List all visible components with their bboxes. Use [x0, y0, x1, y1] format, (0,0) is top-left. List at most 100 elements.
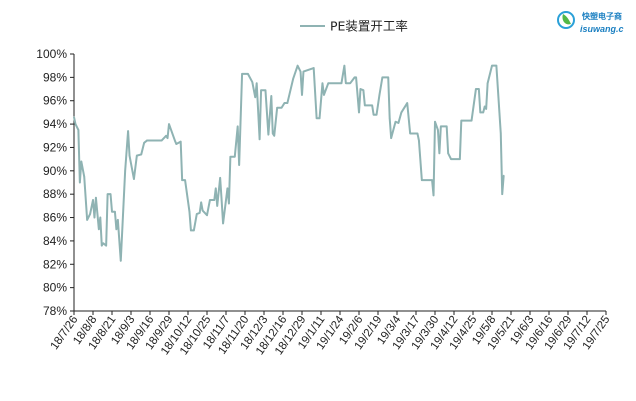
data-point: [353, 76, 356, 79]
data-point: [233, 156, 236, 158]
data-point: [74, 123, 77, 125]
legend-label: PE装置开工率: [330, 19, 408, 34]
data-point: [188, 210, 191, 213]
y-tick-label: 78%: [43, 304, 67, 318]
data-point: [276, 106, 278, 109]
data-point: [394, 120, 397, 123]
data-point: [421, 179, 423, 181]
data-point: [270, 95, 273, 97]
data-point: [273, 134, 276, 137]
data-point: [296, 64, 299, 67]
data-point: [105, 244, 107, 247]
data-point: [486, 82, 489, 84]
data-point: [321, 82, 324, 84]
data-point: [495, 64, 498, 67]
y-tick-label: 86%: [43, 211, 67, 225]
data-point: [440, 125, 442, 128]
data-point: [195, 213, 198, 215]
data-point: [258, 138, 261, 141]
data-point: [127, 130, 129, 132]
logo-text-cn: 快塑电子商: [582, 11, 622, 21]
data-point: [128, 154, 131, 157]
data-point: [106, 193, 109, 195]
data-point: [117, 219, 119, 221]
data-point: [93, 216, 96, 219]
y-tick-label: 88%: [43, 187, 67, 201]
data-point: [175, 143, 178, 145]
data-point: [431, 179, 433, 181]
series-line: [73, 64, 505, 262]
brand-logo: 快塑电子商 isuwang.c: [557, 11, 624, 34]
data-point: [406, 102, 409, 104]
data-point: [219, 177, 221, 179]
data-point: [397, 122, 400, 124]
y-tick-label: 94%: [43, 117, 67, 131]
data-point: [160, 139, 163, 142]
data-point: [416, 132, 419, 135]
data-point: [198, 212, 201, 214]
data-point: [109, 193, 112, 195]
data-point: [478, 88, 480, 90]
data-point: [124, 170, 126, 172]
data-point: [264, 89, 267, 92]
data-point: [229, 156, 232, 158]
y-tick-label: 84%: [43, 234, 67, 248]
data-point: [260, 89, 262, 92]
y-tick-label: 80%: [43, 281, 67, 295]
data-point: [241, 73, 243, 75]
data-point: [100, 244, 103, 247]
data-point: [283, 102, 286, 104]
data-point: [286, 102, 289, 104]
data-point: [299, 70, 302, 73]
data-point: [445, 125, 448, 128]
data-point: [355, 76, 357, 79]
data-point: [447, 152, 449, 155]
data-point: [359, 88, 362, 90]
data-point: [387, 76, 390, 79]
data-point: [301, 94, 303, 96]
data-point: [99, 216, 102, 219]
data-point: [136, 154, 138, 157]
data-point: [80, 160, 83, 163]
data-point: [146, 139, 148, 142]
data-point: [460, 119, 463, 122]
data-point: [77, 129, 80, 131]
y-tick-label: 92%: [43, 140, 67, 154]
data-point: [222, 222, 224, 225]
data-point: [491, 64, 493, 67]
y-tick-label: 100%: [36, 47, 67, 61]
data-point: [115, 228, 118, 231]
data-point: [226, 187, 229, 190]
data-point: [312, 67, 315, 69]
data-point: [388, 117, 391, 120]
data-point: [236, 125, 239, 128]
data-point: [143, 141, 145, 144]
data-point: [213, 199, 216, 201]
data-point: [119, 259, 122, 262]
data-point: [133, 178, 135, 180]
data-point: [254, 96, 257, 99]
axes: [73, 54, 606, 312]
data-point: [437, 129, 439, 131]
data-point: [375, 113, 378, 116]
data-point: [501, 193, 504, 195]
data-point: [166, 137, 169, 139]
data-point: [247, 73, 249, 75]
data-point: [206, 214, 208, 217]
leaf-drop-logo-icon: [557, 11, 575, 29]
data-point: [228, 202, 230, 205]
data-point: [409, 132, 411, 135]
data-point: [475, 88, 477, 90]
data-point: [349, 82, 352, 84]
data-point: [343, 64, 346, 67]
data-point: [327, 82, 330, 84]
data-point: [238, 164, 240, 166]
data-point: [459, 158, 461, 160]
data-point: [73, 116, 75, 118]
data-point: [450, 158, 452, 160]
y-tick-label: 90%: [43, 164, 67, 178]
data-point: [364, 104, 366, 107]
y-axis-ticks: 78% 80% 82% 84% 86% 88% 90% 92% 94% 96% 98% 100%: [36, 47, 74, 318]
